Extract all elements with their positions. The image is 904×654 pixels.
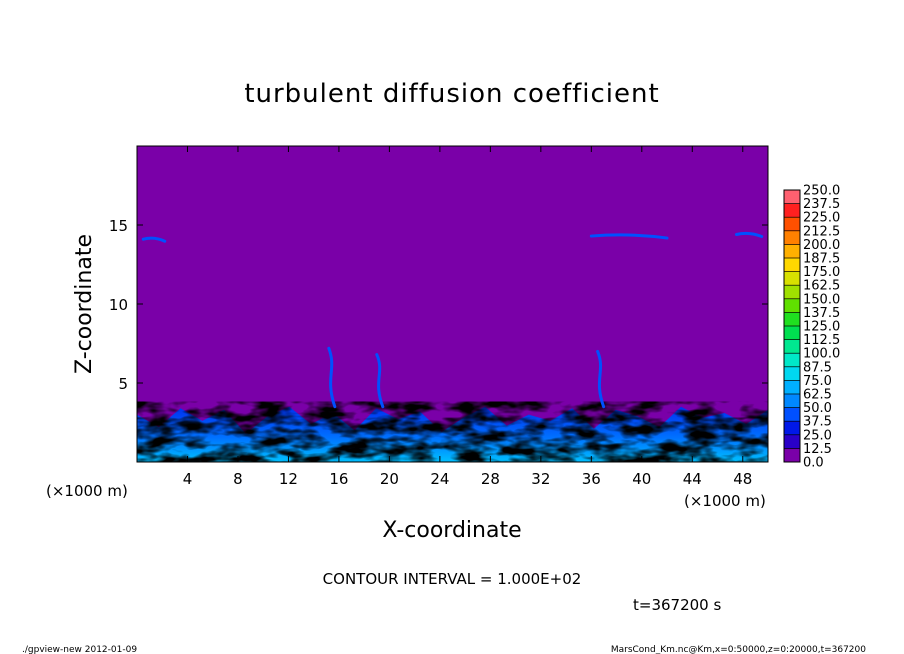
colorbar-label: 62.5	[803, 388, 832, 403]
y-axis-label: Z-coordinate	[72, 234, 97, 374]
colorbar-swatch	[784, 258, 800, 272]
y-axis: 5 10 15	[109, 217, 768, 393]
colorbar-label: 225.0	[803, 211, 840, 226]
heatmap-features	[141, 231, 764, 409]
plot-area	[137, 146, 768, 462]
colorbar-swatch	[784, 244, 800, 259]
x-tick-label: 40	[632, 470, 651, 488]
boundary-layer-highs	[137, 417, 768, 462]
y-tick-label: 15	[109, 217, 128, 235]
plume-filament	[596, 349, 606, 409]
boundary-layer	[137, 401, 768, 462]
colorbar-swatch	[784, 394, 800, 408]
colorbar-label: 25.0	[803, 428, 832, 443]
colorbar-swatch	[784, 326, 800, 340]
y-unit-label: (×1000 m)	[684, 492, 766, 510]
plume-filament	[327, 346, 337, 409]
colorbar-swatch	[784, 353, 800, 368]
colorbar-swatch	[784, 217, 800, 232]
x-tick-label: 20	[380, 470, 399, 488]
colorbar-label: 250.0	[803, 184, 840, 199]
colorbar: 0.012.525.037.550.062.575.087.5100.0112.…	[783, 184, 840, 471]
x-axis-label: X-coordinate	[382, 518, 521, 543]
y-tick-label: 5	[118, 375, 128, 393]
colorbar-label: 187.5	[803, 252, 840, 267]
colorbar-swatch	[784, 339, 800, 354]
colorbar-swatch	[784, 230, 800, 245]
x-tick-label: 36	[582, 470, 601, 488]
time-stamp: t=367200 s	[633, 596, 721, 614]
colorbar-swatch	[784, 203, 800, 218]
colorbar-label: 125.0	[803, 320, 840, 335]
y-tick-label: 10	[109, 296, 128, 314]
colorbar-label: 100.0	[803, 347, 840, 362]
x-tick-label: 12	[279, 470, 298, 488]
colorbar-label: 112.5	[803, 333, 840, 348]
x-tick-label: 16	[329, 470, 348, 488]
colorbar-swatch	[784, 407, 800, 422]
colorbar-label: 37.5	[803, 415, 832, 430]
colorbar-swatch	[784, 312, 800, 327]
upper-layer-patch	[589, 233, 669, 240]
colorbar-label: 175.0	[803, 265, 840, 280]
x-axis: 4 8 12 16 20 24 28 32 36 40 44 48	[183, 146, 752, 488]
colorbar-swatch	[784, 434, 800, 449]
colorbar-label: 162.5	[803, 279, 840, 294]
colorbar-swatch	[784, 366, 800, 381]
colorbar-swatch	[784, 298, 800, 313]
colorbar-swatch	[784, 190, 800, 204]
footer-left: ./gpview-new 2012-01-09	[22, 645, 137, 654]
colorbar-label: 200.0	[803, 238, 840, 253]
colorbar-swatch	[784, 380, 800, 395]
colorbar-label: 137.5	[803, 306, 840, 321]
x-tick-label: 24	[430, 470, 449, 488]
x-tick-label: 8	[233, 470, 243, 488]
x-tick-label: 44	[683, 470, 702, 488]
colorbar-swatch	[784, 271, 800, 286]
x-tick-label: 28	[481, 470, 500, 488]
colorbar-label: 150.0	[803, 292, 840, 307]
colorbar-label: 0.0	[803, 456, 824, 471]
colorbar-swatch	[784, 448, 800, 463]
colorbar-swatch	[784, 421, 800, 436]
x-tick-label: 48	[733, 470, 752, 488]
colorbar-swatch	[784, 285, 800, 300]
x-tick-label: 32	[531, 470, 550, 488]
colorbar-label: 237.5	[803, 197, 840, 212]
x-unit-label: (×1000 m)	[46, 482, 128, 500]
contour-interval: CONTOUR INTERVAL = 1.000E+02	[323, 570, 582, 588]
colorbar-label: 212.5	[803, 224, 840, 239]
colorbar-label: 87.5	[803, 360, 832, 375]
plume-filament	[375, 353, 385, 409]
chart-title: turbulent diffusion coefficient	[244, 79, 659, 109]
colorbar-label: 75.0	[803, 374, 832, 389]
x-tick-label: 4	[183, 470, 193, 488]
colorbar-label: 12.5	[803, 442, 832, 457]
footer-right: MarsCond_Km.nc@Km,x=0:50000,z=0:20000,t=…	[611, 645, 866, 654]
upper-layer-patch	[141, 236, 167, 243]
colorbar-label: 50.0	[803, 401, 832, 416]
upper-layer-patch	[734, 231, 764, 238]
